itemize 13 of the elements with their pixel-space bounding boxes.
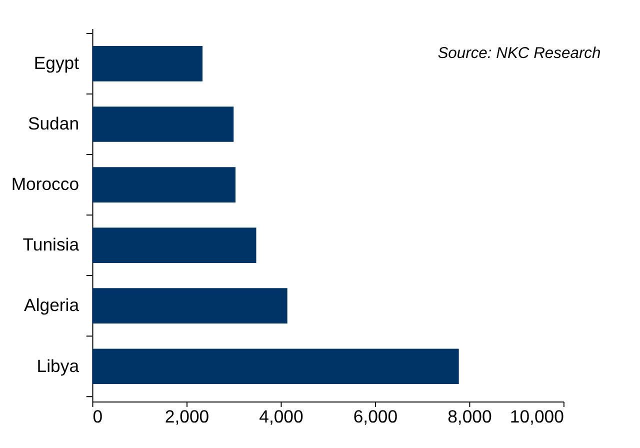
annotation: Source: NKC Research [438,44,601,62]
y-tick-label: Algeria [24,295,80,316]
x-tick-label: 8,000 [448,406,492,427]
x-tick-label: 2,000 [164,406,210,427]
y-tick-label: Morocco [11,174,80,194]
y-tick-label: Libya [36,356,80,376]
y-tick-label: Egypt [34,53,80,74]
y-tick-label: Sudan [28,114,80,134]
x-tick-label: 0 [92,406,103,427]
x-tick-label: 6,000 [353,406,398,427]
y-tick-label: Tunisia [22,234,80,255]
x-tick-label: 4,000 [259,406,304,427]
x-tick-label: 10,000 [510,406,564,427]
